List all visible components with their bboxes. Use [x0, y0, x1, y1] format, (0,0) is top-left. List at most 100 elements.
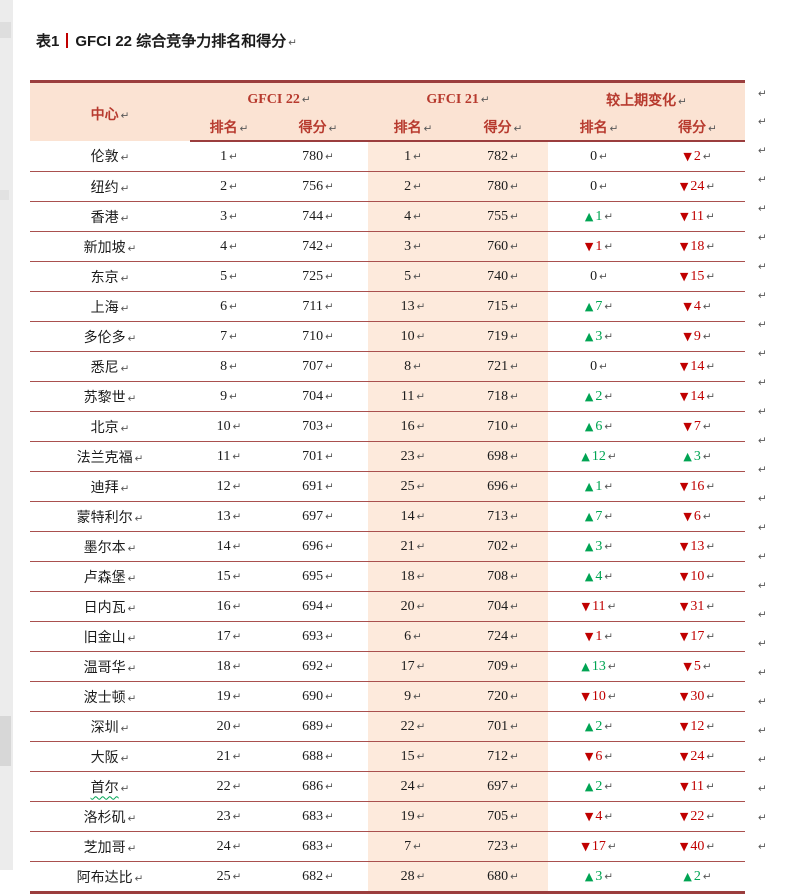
pilcrow-mark: ↵ — [232, 840, 242, 853]
cell-value: 683 — [302, 808, 324, 824]
change-score-cell: ▼ 9 ↵ — [650, 321, 745, 352]
gfci21-score-cell: 723 ↵ — [458, 831, 548, 862]
pilcrow-mark: ↵ — [325, 480, 334, 493]
gfci22-score-cell: 690 ↵ — [268, 681, 368, 712]
table-row: 芝加哥 ↵ 24 ↵ 683 ↵ 7 ↵ 723 ↵ ▼ 17 ↵ ▼ 40 ↵ — [30, 831, 745, 862]
pilcrow-mark: ↵ — [416, 540, 426, 553]
change-value: 6 — [595, 748, 603, 764]
table-row: 伦敦 ↵ 1 ↵ 780 ↵ 1 ↵ 782 ↵ 0 ↵ ▼ 2 ↵ — [30, 141, 745, 172]
pilcrow-mark: ↵ — [702, 420, 712, 433]
pilcrow-mark: ↵ — [706, 210, 715, 223]
cell-value: 704 — [487, 598, 509, 614]
up-triangle-icon: ▲ — [584, 209, 594, 223]
pilcrow-mark: ↵ — [607, 840, 617, 853]
gfci22-score-cell: 691 ↵ — [268, 471, 368, 502]
pilcrow-mark: ↵ — [325, 840, 334, 853]
table-row: 东京 ↵ 5 ↵ 725 ↵ 5 ↵ 740 ↵ 0 ↵ ▼ 15 ↵ — [30, 261, 745, 292]
gfci22-score-cell: 697 ↵ — [268, 501, 368, 532]
pilcrow-mark: ↵ — [413, 210, 422, 223]
pilcrow-mark: ↵ — [706, 180, 716, 193]
pilcrow-mark: ↵ — [510, 270, 519, 283]
pilcrow-mark: ↵ — [120, 752, 130, 765]
change-rank-cell: ▲ 1 ↵ — [548, 471, 650, 502]
cell-value: 16 — [400, 418, 415, 434]
gfci21-score-cell: 702 ↵ — [458, 531, 548, 562]
cell-value: 711 — [302, 298, 323, 314]
city-name: 深圳 — [90, 720, 119, 736]
change-rank-cell: ▼ 4 ↵ — [548, 801, 650, 832]
row-end-pilcrow: ↵ — [758, 608, 767, 621]
cell-value: 6 — [404, 628, 412, 644]
row-end-pilcrow: ↵ — [758, 434, 767, 447]
change-value: 16 — [690, 478, 705, 494]
cell-value: 709 — [487, 658, 509, 674]
city-name: 首尔 — [90, 780, 119, 796]
city-name: 悉尼 — [90, 360, 119, 376]
city-cell: 北京 ↵ — [30, 411, 190, 442]
pilcrow-mark: ↵ — [510, 720, 519, 733]
gfci22-score-cell: 682 ↵ — [268, 862, 368, 893]
row-end-pilcrow: ↵ — [758, 231, 767, 244]
header-gfci21: GFCI 21 ↵ — [368, 81, 548, 113]
change-score-cell: ▼ 18 ↵ — [650, 231, 745, 262]
pilcrow-mark: ↵ — [120, 152, 130, 164]
change-value: 0 — [590, 268, 598, 284]
cell-value: 20 — [400, 598, 415, 614]
pilcrow-mark: ↵ — [229, 300, 238, 313]
gfci22-score-cell: 710 ↵ — [268, 321, 368, 352]
change-score-cell: ▼ 13 ↵ — [650, 531, 745, 562]
change-value: 0 — [590, 148, 598, 164]
change-rank-cell: ▼ 1 ↵ — [548, 621, 650, 652]
change-value: 0 — [590, 358, 598, 374]
pilcrow-mark: ↵ — [706, 570, 716, 583]
gfci22-score-cell: 693 ↵ — [268, 621, 368, 652]
row-end-pilcrow-column: ↵ ↵ ↵ ↵ ↵ ↵ ↵ ↵ ↵ ↵ ↵ ↵ ↵ ↵ ↵ ↵ ↵ ↵ ↵ ↵ ↵ ↵ ↵ ↵ ↵ ↵ ↵ — [758, 80, 778, 861]
cell-value: 22 — [216, 778, 231, 794]
cell-value: 13 — [400, 298, 415, 314]
row-end-pilcrow: ↵ — [758, 144, 767, 157]
change-rank-cell: 0 ↵ — [548, 261, 650, 292]
cell-value: 696 — [302, 538, 324, 554]
cell-value: 28 — [400, 868, 415, 884]
city-name: 多伦多 — [83, 330, 126, 346]
gfci21-score-cell: 719 ↵ — [458, 321, 548, 352]
pilcrow-mark: ↵ — [702, 870, 712, 883]
pilcrow-mark: ↵ — [325, 450, 334, 463]
change-value: 17 — [591, 838, 606, 854]
pilcrow-mark: ↵ — [702, 660, 712, 673]
change-score-cell: ▼ 16 ↵ — [650, 471, 745, 502]
pilcrow-mark: ↵ — [609, 122, 619, 135]
table-caption-text: GFCI 22 综合竞争力排名和得分 — [75, 33, 287, 50]
pilcrow-mark: ↵ — [416, 420, 426, 433]
pilcrow-mark: ↵ — [127, 242, 137, 255]
cell-value: 710 — [487, 418, 509, 434]
pilcrow-mark: ↵ — [325, 630, 334, 643]
city-cell: 墨尔本 ↵ — [30, 531, 190, 562]
gfci21-score-cell: 780 ↵ — [458, 171, 548, 202]
gfci22-rank-cell: 18 ↵ — [190, 651, 268, 682]
change-score-cell: ▼ 30 ↵ — [650, 681, 745, 712]
city-cell: 迪拜 ↵ — [30, 471, 190, 502]
city-name: 新加坡 — [83, 240, 126, 256]
pilcrow-mark: ↵ — [702, 300, 712, 313]
cell-value: 5 — [404, 268, 412, 284]
table-caption: 表1 GFCI 22 综合竞争力排名和得分 ↵ — [36, 30, 297, 51]
cell-value: 2 — [404, 178, 412, 194]
cell-value: 13 — [216, 508, 231, 524]
pilcrow-mark: ↵ — [416, 300, 426, 313]
city-cell: 香港 ↵ — [30, 201, 190, 232]
gfci21-score-cell: 760 ↵ — [458, 231, 548, 262]
pilcrow-mark: ↵ — [127, 542, 137, 555]
pilcrow-mark: ↵ — [513, 122, 523, 135]
cell-value: 701 — [302, 448, 324, 464]
up-triangle-icon: ▲ — [584, 329, 594, 343]
row-end-pilcrow: ↵ — [758, 173, 767, 186]
row-end-pilcrow: ↵ — [758, 666, 767, 679]
up-triangle-icon: ▲ — [584, 569, 594, 583]
change-score-cell: ▼ 10 ↵ — [650, 561, 745, 592]
cell-value: 15 — [400, 748, 415, 764]
city-name: 芝加哥 — [83, 840, 126, 856]
cell-value: 16 — [216, 598, 231, 614]
cell-value: 8 — [404, 358, 412, 374]
change-value: 11 — [690, 208, 705, 224]
